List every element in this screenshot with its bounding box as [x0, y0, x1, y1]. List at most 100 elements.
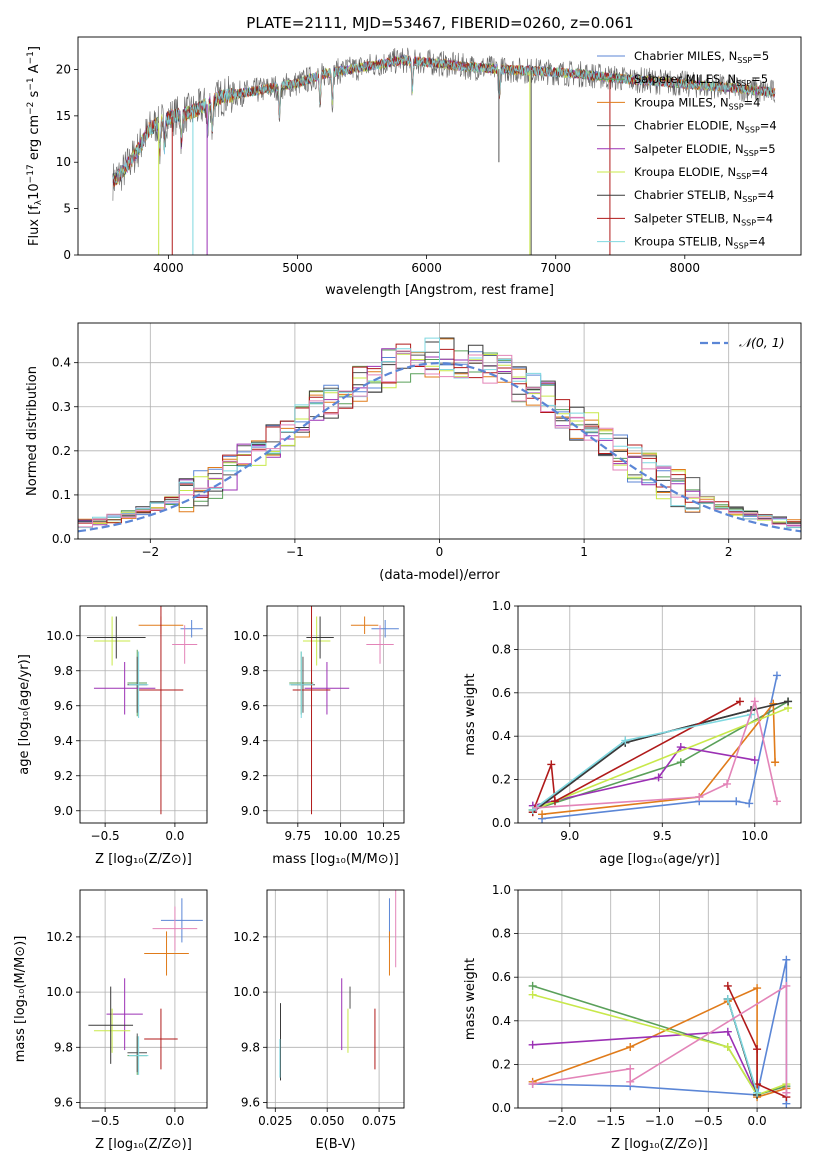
axes-frame	[77, 36, 802, 256]
x-tick-label: −1	[286, 545, 304, 559]
y-axis-label-part: 10	[27, 183, 42, 200]
y-axis-label-part: −2	[26, 102, 36, 115]
y-tick-label: 0.0	[52, 532, 71, 546]
chart-mass-vs-EBV: 0.025 0.050 0.075 9.6 9.8 10.0 10.2 E(B-V)	[233, 889, 405, 1152]
y-axis-label-part: Flux [f	[27, 205, 42, 246]
x-axis-label: Z [log₁₀(Z/Z⊙)]	[95, 1137, 192, 1152]
x-tick-label: −0.5	[694, 1114, 723, 1128]
x-axis-label: Z [log₁₀(Z/Z⊙)]	[95, 852, 192, 867]
chart-weight-vs-age: 9.0 9.5 10.0 0.0 0.2 0.4 0.6 0.8 1.0 age [log₁₀(a…	[463, 599, 802, 867]
weight-marker	[723, 995, 732, 1003]
y-axis-label-part: A	[27, 64, 42, 77]
y-tick-label: 0.2	[492, 773, 511, 787]
weight-marker	[621, 736, 630, 745]
weight-marker	[753, 1088, 762, 1097]
y-tick-label: 1.0	[492, 883, 511, 897]
y-axis-label: age [log₁₀(age/yr)]	[17, 654, 32, 775]
legend-label-sub: SSP	[742, 195, 757, 204]
legend-label: Kroupa STELIB, NSSP=4	[634, 235, 765, 251]
weight-series	[532, 746, 755, 807]
weight-marker	[626, 1042, 635, 1051]
x-tick-label: −1.0	[645, 1114, 674, 1128]
weight-marker	[771, 758, 780, 767]
x-tick-label: 2	[725, 545, 733, 559]
axes-frame	[266, 889, 405, 1109]
plot-area	[518, 890, 801, 1108]
plot-area	[518, 606, 801, 823]
x-axis-label: mass [log₁₀(M/M⊙)]	[272, 852, 399, 867]
x-tick-label: 1	[580, 545, 588, 559]
y-tick-label: 0.4	[492, 1014, 511, 1028]
y-tick-label: 9.6	[241, 1095, 260, 1109]
x-tick-label: −2	[141, 545, 159, 559]
weight-marker	[784, 697, 793, 706]
weight-series	[532, 993, 787, 1096]
x-tick-label: 9.75	[284, 829, 311, 843]
axes-frame	[79, 889, 208, 1109]
axes-frame	[517, 605, 802, 824]
y-tick-label: 9.6	[54, 699, 73, 713]
chart-spectrum: 4000 5000 6000 7000 8000 0 5 10 15 20 wavelength […	[26, 36, 802, 298]
axes-frame	[77, 322, 802, 540]
x-tick-label: 0.050	[310, 1114, 344, 1128]
legend-label-sub: SSP	[736, 79, 751, 88]
weight-marker	[723, 779, 732, 788]
y-tick-label: 9.0	[241, 804, 260, 818]
x-axis-label: age [log₁₀(age/yr)]	[599, 852, 720, 867]
y-tick-label: 9.8	[54, 664, 73, 678]
y-axis-label: mass weight	[463, 673, 478, 755]
x-tick-label: 0.025	[258, 1114, 292, 1128]
legend-label-sub: SSP	[729, 102, 744, 111]
legend-label: Chabrier STELIB, NSSP=4	[634, 188, 774, 204]
x-tick-label: 10.25	[366, 829, 400, 843]
weight-series	[532, 700, 789, 813]
y-tick-label: 0.8	[492, 927, 511, 941]
y-tick-label: 9.2	[54, 769, 73, 783]
weight-series	[541, 701, 776, 816]
weight-marker	[732, 797, 741, 806]
weight-marker	[532, 803, 541, 812]
weight-series	[532, 707, 789, 811]
legend-label-value: =5	[751, 72, 768, 86]
x-tick-label: 6000	[411, 261, 442, 275]
gaussian-curve	[78, 361, 801, 533]
axes-frame	[79, 605, 208, 824]
x-tick-label: 0.075	[362, 1114, 396, 1128]
legend-label-gaussian: 𝒩(0, 1)	[739, 335, 785, 350]
weight-marker	[723, 1042, 732, 1051]
y-tick-label: 9.6	[54, 1095, 73, 1109]
y-tick-label: 10.0	[233, 629, 260, 643]
weight-marker	[750, 697, 759, 706]
weight-marker	[723, 1027, 732, 1036]
weight-marker	[528, 990, 537, 999]
weight-marker	[538, 810, 547, 819]
weight-series	[532, 700, 741, 813]
x-tick-label: 0.0	[748, 1114, 767, 1128]
legend-label: Salpeter STELIB, NSSP=4	[634, 211, 773, 227]
x-axis-label: (data-model)/error	[379, 568, 500, 583]
plot-area	[78, 323, 801, 539]
spectrum-line	[112, 55, 776, 184]
weight-marker	[782, 955, 791, 964]
x-tick-label: −0.5	[91, 829, 120, 843]
weight-marker	[745, 799, 754, 808]
weight-marker	[772, 671, 781, 680]
y-tick-label: 10.0	[233, 985, 260, 999]
weight-marker	[753, 984, 762, 993]
legend-label-value: =4	[760, 119, 777, 133]
y-axis-label: Normed distribution	[25, 366, 40, 496]
plot-area	[80, 890, 207, 1108]
y-tick-label: 9.8	[241, 1040, 260, 1054]
x-tick-label: 0.0	[165, 1114, 184, 1128]
y-tick-label: 10.0	[46, 985, 73, 999]
y-tick-label: 10.2	[233, 930, 260, 944]
axes-frame	[517, 889, 802, 1109]
plot-area	[112, 47, 776, 255]
chart-age-vs-Z: −0.5 0.0 9.0 9.2 9.4 9.6 9.8 10.0 Z [log₁₀(Z/Z⊙)…	[17, 605, 208, 867]
weight-series	[727, 998, 758, 1093]
y-tick-label: 0.2	[52, 444, 71, 458]
x-axis-label: E(B-V)	[315, 1137, 355, 1152]
x-tick-label: 9.5	[653, 829, 672, 843]
legend-label-name: Chabrier ELODIE, N	[634, 119, 745, 133]
